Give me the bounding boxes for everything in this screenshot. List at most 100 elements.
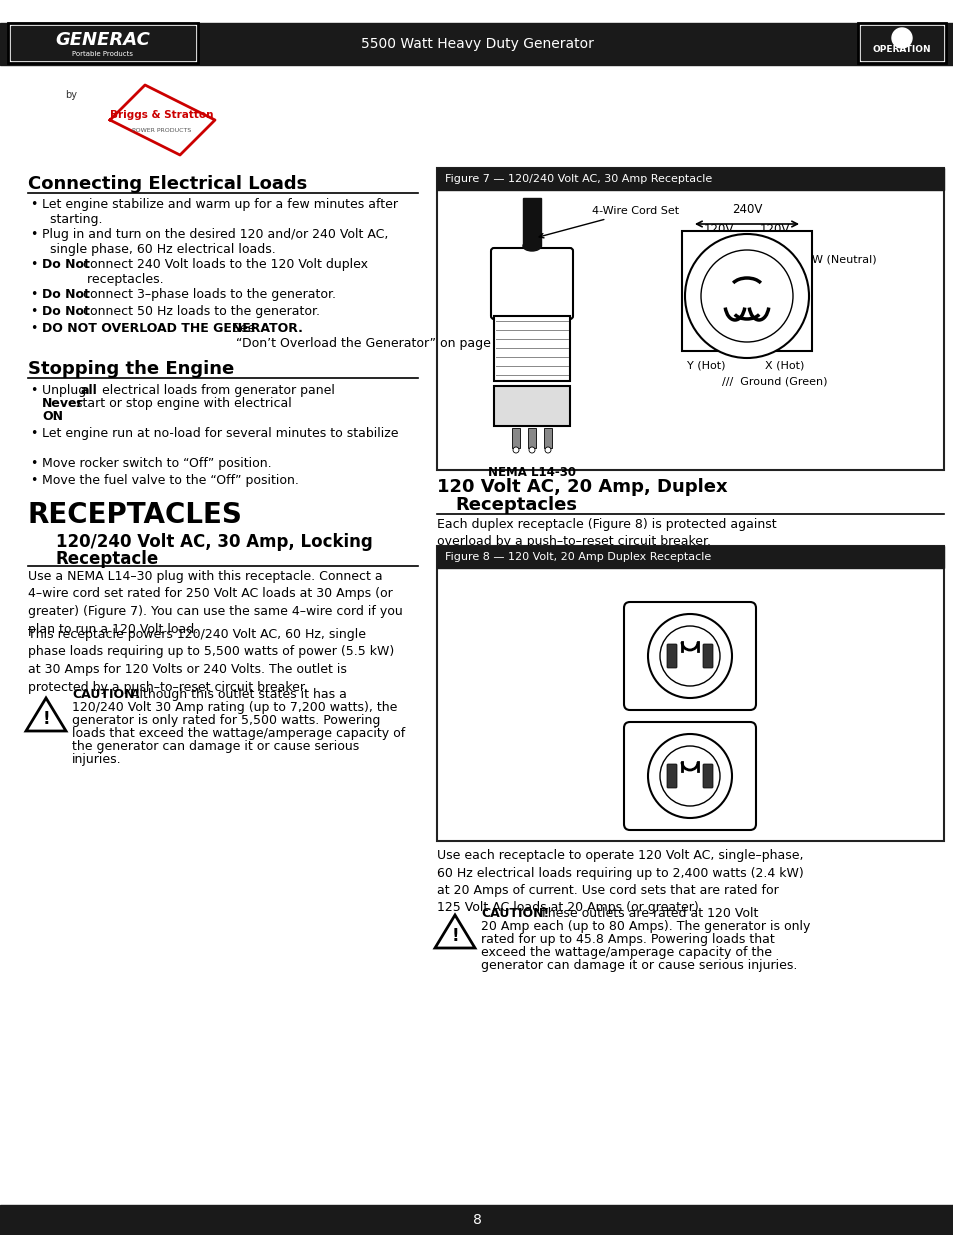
Bar [494, 387, 569, 426]
Text: X (Hot): X (Hot) [764, 361, 803, 370]
Text: 120V: 120V [759, 224, 789, 236]
Text: •: • [30, 457, 37, 471]
Circle shape [529, 447, 535, 453]
Text: Do Not: Do Not [42, 305, 90, 317]
Bar [0, 23, 953, 65]
FancyBboxPatch shape [623, 722, 755, 830]
Bar [543, 429, 552, 448]
Text: injuries.: injuries. [71, 753, 121, 766]
Text: generator is only rated for 5,500 watts. Powering: generator is only rated for 5,500 watts.… [71, 714, 380, 727]
Text: Although this outlet states it has a: Although this outlet states it has a [127, 688, 347, 701]
Text: •: • [30, 384, 37, 396]
Text: exceed the wattage/amperage capacity of the: exceed the wattage/amperage capacity of … [480, 946, 771, 960]
Bar [436, 168, 943, 190]
Text: •: • [30, 474, 37, 487]
Text: ///  Ground (Green): /// Ground (Green) [721, 375, 826, 387]
Polygon shape [435, 915, 475, 948]
Bar [861, 26, 942, 61]
Bar [522, 198, 540, 246]
Text: electrical loads from generator panel: electrical loads from generator panel [98, 384, 335, 396]
Text: DO NOT OVERLOAD THE GENERATOR.: DO NOT OVERLOAD THE GENERATOR. [42, 322, 302, 335]
Text: Let engine run at no-load for several minutes to stabilize: Let engine run at no-load for several mi… [42, 427, 398, 440]
Polygon shape [26, 698, 66, 731]
Circle shape [891, 28, 911, 48]
Bar [681, 231, 811, 351]
Text: Do Not: Do Not [42, 288, 90, 301]
Text: Receptacles: Receptacles [455, 496, 577, 514]
Text: connect 3–phase loads to the generator.: connect 3–phase loads to the generator. [79, 288, 335, 301]
Bar [512, 429, 519, 448]
Text: POWER PRODUCTS: POWER PRODUCTS [132, 127, 192, 132]
Ellipse shape [522, 241, 540, 251]
Text: Use each receptacle to operate 120 Volt AC, single–phase,
60 Hz electrical loads: Use each receptacle to operate 120 Volt … [436, 848, 803, 914]
Bar [436, 546, 943, 568]
Text: 120V: 120V [703, 224, 734, 236]
Text: 120/240 Volt 30 Amp rating (up to 7,200 watts), the: 120/240 Volt 30 Amp rating (up to 7,200 … [71, 701, 397, 714]
Text: Portable Products: Portable Products [72, 51, 133, 57]
Text: GENERAC: GENERAC [55, 31, 151, 49]
Text: by: by [65, 90, 77, 100]
Bar [11, 26, 194, 61]
Circle shape [659, 626, 720, 685]
Text: •: • [30, 305, 37, 317]
Bar [494, 316, 569, 382]
Text: Let engine stabilize and warm up for a few minutes after
  starting.: Let engine stabilize and warm up for a f… [42, 198, 397, 226]
Polygon shape [110, 85, 214, 156]
Text: •: • [30, 322, 37, 335]
FancyBboxPatch shape [491, 248, 573, 319]
Circle shape [513, 447, 518, 453]
Text: 8: 8 [472, 1213, 481, 1228]
Text: Briggs & Stratton: Briggs & Stratton [111, 110, 213, 120]
Text: rated for up to 45.8 Amps. Powering loads that: rated for up to 45.8 Amps. Powering load… [480, 932, 774, 946]
Circle shape [659, 746, 720, 806]
Text: •: • [30, 288, 37, 301]
Text: Figure 7 — 120/240 Volt AC, 30 Amp Receptacle: Figure 7 — 120/240 Volt AC, 30 Amp Recep… [444, 174, 712, 184]
Text: .: . [54, 410, 58, 424]
Text: 120 Volt AC, 20 Amp, Duplex: 120 Volt AC, 20 Amp, Duplex [436, 478, 727, 496]
Text: 120/240 Volt AC, 30 Amp, Locking: 120/240 Volt AC, 30 Amp, Locking [56, 534, 373, 551]
FancyBboxPatch shape [666, 643, 677, 668]
Text: W (Neutral): W (Neutral) [811, 254, 876, 264]
Text: !: ! [451, 927, 458, 945]
Bar [436, 546, 943, 841]
Text: •: • [30, 258, 37, 270]
FancyBboxPatch shape [666, 764, 677, 788]
Text: ON: ON [42, 410, 63, 424]
Text: CAUTION!: CAUTION! [480, 906, 549, 920]
Text: OPERATION: OPERATION [872, 44, 930, 53]
Text: connect 50 Hz loads to the generator.: connect 50 Hz loads to the generator. [79, 305, 320, 317]
Bar [527, 429, 536, 448]
Text: connect 240 Volt loads to the 120 Volt duplex
  receptacles.: connect 240 Volt loads to the 120 Volt d… [79, 258, 368, 287]
Text: the generator can damage it or cause serious: the generator can damage it or cause ser… [71, 740, 359, 753]
Text: Move the fuel valve to the “Off” position.: Move the fuel valve to the “Off” positio… [42, 474, 298, 487]
FancyBboxPatch shape [702, 764, 712, 788]
Text: •: • [30, 198, 37, 211]
Text: Move rocker switch to “Off” position.: Move rocker switch to “Off” position. [42, 457, 272, 471]
Text: NEMA L14-30: NEMA L14-30 [488, 466, 576, 479]
FancyBboxPatch shape [623, 601, 755, 710]
Text: all: all [80, 384, 97, 396]
Text: start or stop engine with electrical: start or stop engine with electrical [71, 396, 292, 410]
Bar [8, 23, 198, 63]
Text: Unplug: Unplug [42, 384, 91, 396]
Text: Stopping the Engine: Stopping the Engine [28, 359, 234, 378]
Text: 4-Wire Cord Set: 4-Wire Cord Set [538, 206, 679, 238]
Circle shape [544, 447, 551, 453]
Text: This receptacle powers 120/240 Volt AC, 60 Hz, single
phase loads requiring up t: This receptacle powers 120/240 Volt AC, … [28, 629, 394, 694]
Text: 240V: 240V [731, 203, 761, 216]
Circle shape [700, 249, 792, 342]
Text: RECEPTACLES: RECEPTACLES [28, 501, 243, 529]
Text: loads that exceed the wattage/amperage capacity of: loads that exceed the wattage/amperage c… [71, 727, 405, 740]
Circle shape [684, 233, 808, 358]
Circle shape [647, 734, 731, 818]
Text: •: • [30, 228, 37, 241]
Text: Use a NEMA L14–30 plug with this receptacle. Connect a
4–wire cord set rated for: Use a NEMA L14–30 plug with this recepta… [28, 571, 402, 636]
Text: 5500 Watt Heavy Duty Generator: 5500 Watt Heavy Duty Generator [360, 37, 593, 51]
Text: Y (Hot): Y (Hot) [686, 361, 724, 370]
Text: CAUTION!: CAUTION! [71, 688, 140, 701]
Text: See
  “Don’t Overload the Generator” on page 9.: See “Don’t Overload the Generator” on pa… [228, 322, 506, 350]
Text: Plug in and turn on the desired 120 and/or 240 Volt AC,
  single phase, 60 Hz el: Plug in and turn on the desired 120 and/… [42, 228, 388, 256]
Text: •: • [30, 427, 37, 440]
Bar [436, 168, 943, 471]
Text: Figure 8 — 120 Volt, 20 Amp Duplex Receptacle: Figure 8 — 120 Volt, 20 Amp Duplex Recep… [444, 552, 711, 562]
